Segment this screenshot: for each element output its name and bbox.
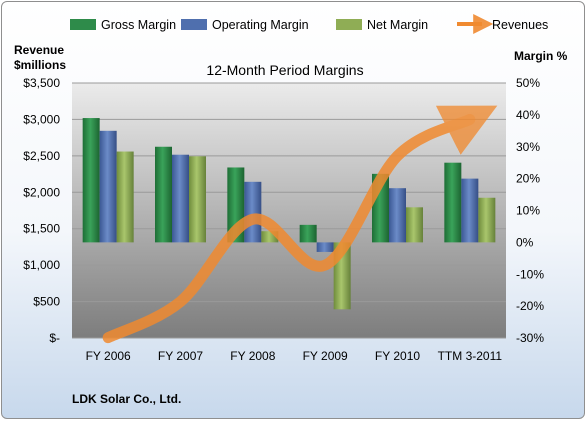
right-tick-label: -20% bbox=[516, 299, 544, 313]
legend-label-net: Net Margin bbox=[367, 18, 428, 32]
gridlines bbox=[72, 82, 506, 339]
right-tick-label: 0% bbox=[516, 235, 534, 249]
left-tick-label: $2,000 bbox=[23, 185, 60, 199]
legend-label-operating: Operating Margin bbox=[212, 18, 309, 32]
left-tick-label: $2,500 bbox=[23, 149, 60, 163]
right-tick-label: 40% bbox=[516, 108, 540, 122]
legend: Gross Margin Operating Margin Net Margin… bbox=[70, 14, 548, 34]
legend-swatch-net bbox=[336, 19, 362, 30]
bar-gross-margin bbox=[299, 224, 317, 243]
right-tick-label: -30% bbox=[516, 331, 544, 345]
category-label: FY 2009 bbox=[303, 349, 348, 363]
right-tick-label: -10% bbox=[516, 267, 544, 281]
bar-gross-margin bbox=[155, 146, 172, 243]
bar-net-margin bbox=[116, 151, 134, 243]
plot-area bbox=[72, 83, 506, 338]
revenue-series-line bbox=[102, 105, 498, 344]
left-tick-label: $3,000 bbox=[23, 112, 60, 126]
legend-label-gross: Gross Margin bbox=[101, 18, 176, 32]
bar-operating-margin bbox=[172, 154, 189, 243]
bar-operating-margin bbox=[389, 188, 406, 243]
left-axis-title-line1: Revenue bbox=[14, 43, 64, 57]
bar-net-margin bbox=[261, 231, 279, 243]
left-tick-label: $1,000 bbox=[23, 258, 60, 272]
category-labels: FY 2006 FY 2007 FY 2008 FY 2009 FY 2010 TTM 3… bbox=[86, 349, 503, 363]
bar-gross-margin bbox=[82, 118, 100, 243]
legend-label-revenues: Revenues bbox=[492, 18, 548, 32]
bar-net-margin bbox=[189, 156, 206, 243]
category-label: TTM 3-2011 bbox=[438, 349, 503, 363]
left-axis-ticks: $- $500 $1,000 $1,500 $2,000 $2,500 $3,000 $3,5… bbox=[23, 76, 60, 345]
legend-swatch-operating bbox=[181, 19, 207, 30]
bar-operating-margin bbox=[99, 130, 117, 243]
company-caption: LDK Solar Co., Ltd. bbox=[72, 392, 181, 406]
left-tick-label: $3,500 bbox=[23, 76, 60, 90]
bars bbox=[82, 118, 496, 310]
right-axis-ticks: -30% -20% -10% 0% 10% 20% 30% 40% 50% bbox=[516, 76, 544, 345]
bar-operating-margin bbox=[461, 178, 479, 243]
left-axis-title-line2: $millions bbox=[14, 58, 66, 72]
category-label: FY 2007 bbox=[158, 349, 203, 363]
bar-operating-margin bbox=[244, 181, 262, 243]
right-tick-label: 50% bbox=[516, 76, 540, 90]
legend-swatch-gross bbox=[70, 19, 96, 30]
category-label: FY 2008 bbox=[230, 349, 275, 363]
category-label: FY 2006 bbox=[86, 349, 131, 363]
chart-title: 12-Month Period Margins bbox=[206, 62, 363, 78]
left-tick-label: $1,500 bbox=[23, 222, 60, 236]
right-tick-label: 10% bbox=[516, 204, 540, 218]
left-tick-label: $500 bbox=[33, 295, 60, 309]
bar-gross-margin bbox=[444, 162, 462, 243]
right-tick-label: 30% bbox=[516, 140, 540, 154]
right-tick-label: 20% bbox=[516, 172, 540, 186]
bar-net-margin bbox=[478, 197, 496, 243]
revenue-line bbox=[102, 105, 498, 344]
right-axis-title: Margin % bbox=[514, 49, 568, 63]
category-label: FY 2010 bbox=[375, 349, 420, 363]
left-tick-label: $- bbox=[49, 331, 60, 345]
chart-canvas: Gross Margin Operating Margin Net Margin… bbox=[14, 14, 568, 406]
bar-operating-margin bbox=[316, 242, 334, 252]
bar-net-margin bbox=[406, 207, 423, 243]
